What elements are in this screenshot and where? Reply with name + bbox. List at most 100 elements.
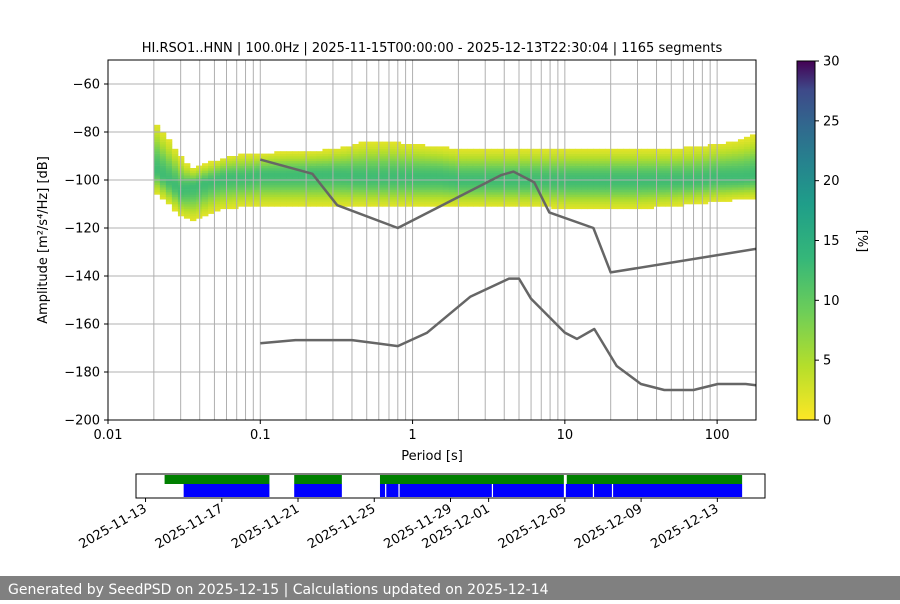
heatmap-cell (665, 163, 673, 166)
heatmap-cell (551, 182, 558, 186)
heatmap-cell (388, 196, 396, 200)
heatmap-cell (376, 148, 384, 152)
heatmap-cell (581, 206, 588, 210)
heatmap-cell (491, 148, 498, 152)
heatmap-cell (515, 151, 522, 154)
heatmap-cell (165, 168, 173, 171)
heatmap-cell (448, 158, 456, 162)
heatmap-cell (310, 189, 317, 193)
heatmap-cell (358, 163, 365, 166)
heatmap-cell (701, 165, 709, 169)
heatmap-cell (563, 192, 570, 195)
heatmap-cell (340, 180, 347, 183)
heatmap-cell (503, 153, 510, 157)
heatmap-cell (539, 184, 546, 188)
heatmap-cell (214, 170, 221, 174)
heatmap-cell (539, 151, 546, 154)
heatmap-cell (244, 175, 251, 178)
heatmap-cell (545, 163, 552, 166)
heatmap-cell (683, 175, 691, 178)
heatmap-cell (436, 184, 444, 188)
heatmap-cell (322, 201, 329, 205)
heatmap-cell (659, 165, 667, 169)
heatmap-cell (262, 165, 269, 169)
heatmap-cell (460, 204, 468, 207)
heatmap-cell (358, 170, 365, 174)
heatmap-cell (310, 184, 317, 188)
heatmap-cell (509, 182, 516, 186)
heatmap-cell (707, 194, 715, 198)
heatmap-cell (521, 158, 528, 162)
heatmap-cell (749, 196, 756, 200)
heatmap-cell (226, 182, 233, 186)
heatmap-cell (232, 206, 239, 210)
heatmap-cell (719, 153, 727, 157)
heatmap-cell (545, 204, 552, 207)
heatmap-cell (352, 175, 359, 178)
heatmap-cell (671, 156, 679, 159)
heatmap-cell (623, 160, 630, 164)
heatmap-cell (376, 144, 384, 147)
heatmap-cell (165, 180, 173, 183)
heatmap-cell (442, 168, 450, 171)
heatmap-cell (599, 192, 606, 195)
heatmap-cell (707, 172, 715, 176)
heatmap-cell (460, 163, 468, 166)
heatmap-cell (208, 211, 215, 214)
heatmap-cell (641, 199, 649, 202)
heatmap-cell (189, 180, 197, 183)
heatmap-cell (406, 151, 414, 154)
heatmap-cell (171, 158, 179, 162)
heatmap-cell (448, 187, 456, 190)
heatmap-cell (424, 172, 432, 176)
heatmap-cell (743, 182, 751, 186)
heatmap-cell (412, 163, 420, 166)
heatmap-cell (388, 144, 396, 147)
heatmap-cell (503, 194, 510, 198)
heatmap-cell (370, 184, 378, 188)
heatmap-cell (208, 160, 215, 164)
heatmap-cell (641, 175, 649, 178)
heatmap-cell (659, 158, 667, 162)
heatmap-cell (725, 168, 733, 171)
heatmap-cell (352, 160, 359, 164)
heatmap-cell (286, 194, 293, 198)
heatmap-cell (334, 151, 341, 154)
heatmap-cell (286, 163, 293, 166)
heatmap-cell (509, 175, 516, 178)
heatmap-cell (701, 187, 709, 190)
heatmap-cell (533, 199, 540, 202)
timeline-tick-label: 2025-11-17 (153, 501, 226, 552)
heatmap-cell (412, 153, 420, 157)
heatmap-cell (503, 184, 510, 188)
heatmap-cell (701, 175, 709, 178)
heatmap-cell (153, 175, 161, 178)
heatmap-cell (569, 158, 576, 162)
heatmap-cell (460, 148, 468, 152)
heatmap-cell (551, 160, 558, 164)
heatmap-cell (563, 158, 570, 162)
heatmap-cell (719, 182, 727, 186)
heatmap-cell (581, 196, 588, 200)
heatmap-cell (153, 132, 161, 135)
heatmap-cell (533, 156, 540, 159)
heatmap-cell (581, 180, 588, 183)
heatmap-cell (557, 163, 564, 166)
heatmap-cell (491, 180, 498, 183)
heatmap-cell (183, 199, 191, 202)
heatmap-cell (497, 194, 504, 198)
heatmap-cell (635, 177, 642, 181)
heatmap-cell (545, 177, 552, 181)
heatmap-cell (352, 172, 359, 176)
heatmap-cell (581, 189, 588, 193)
heatmap-cell (316, 194, 323, 198)
heatmap-cell (352, 168, 359, 171)
heatmap-cell (376, 160, 384, 164)
heatmap-cell (617, 165, 624, 169)
heatmap-cell (226, 163, 233, 166)
heatmap-cell (418, 151, 426, 154)
heatmap-cell (262, 182, 269, 186)
heatmap-cell (551, 168, 558, 171)
heatmap-cell (388, 177, 396, 181)
heatmap-cell (581, 199, 588, 202)
